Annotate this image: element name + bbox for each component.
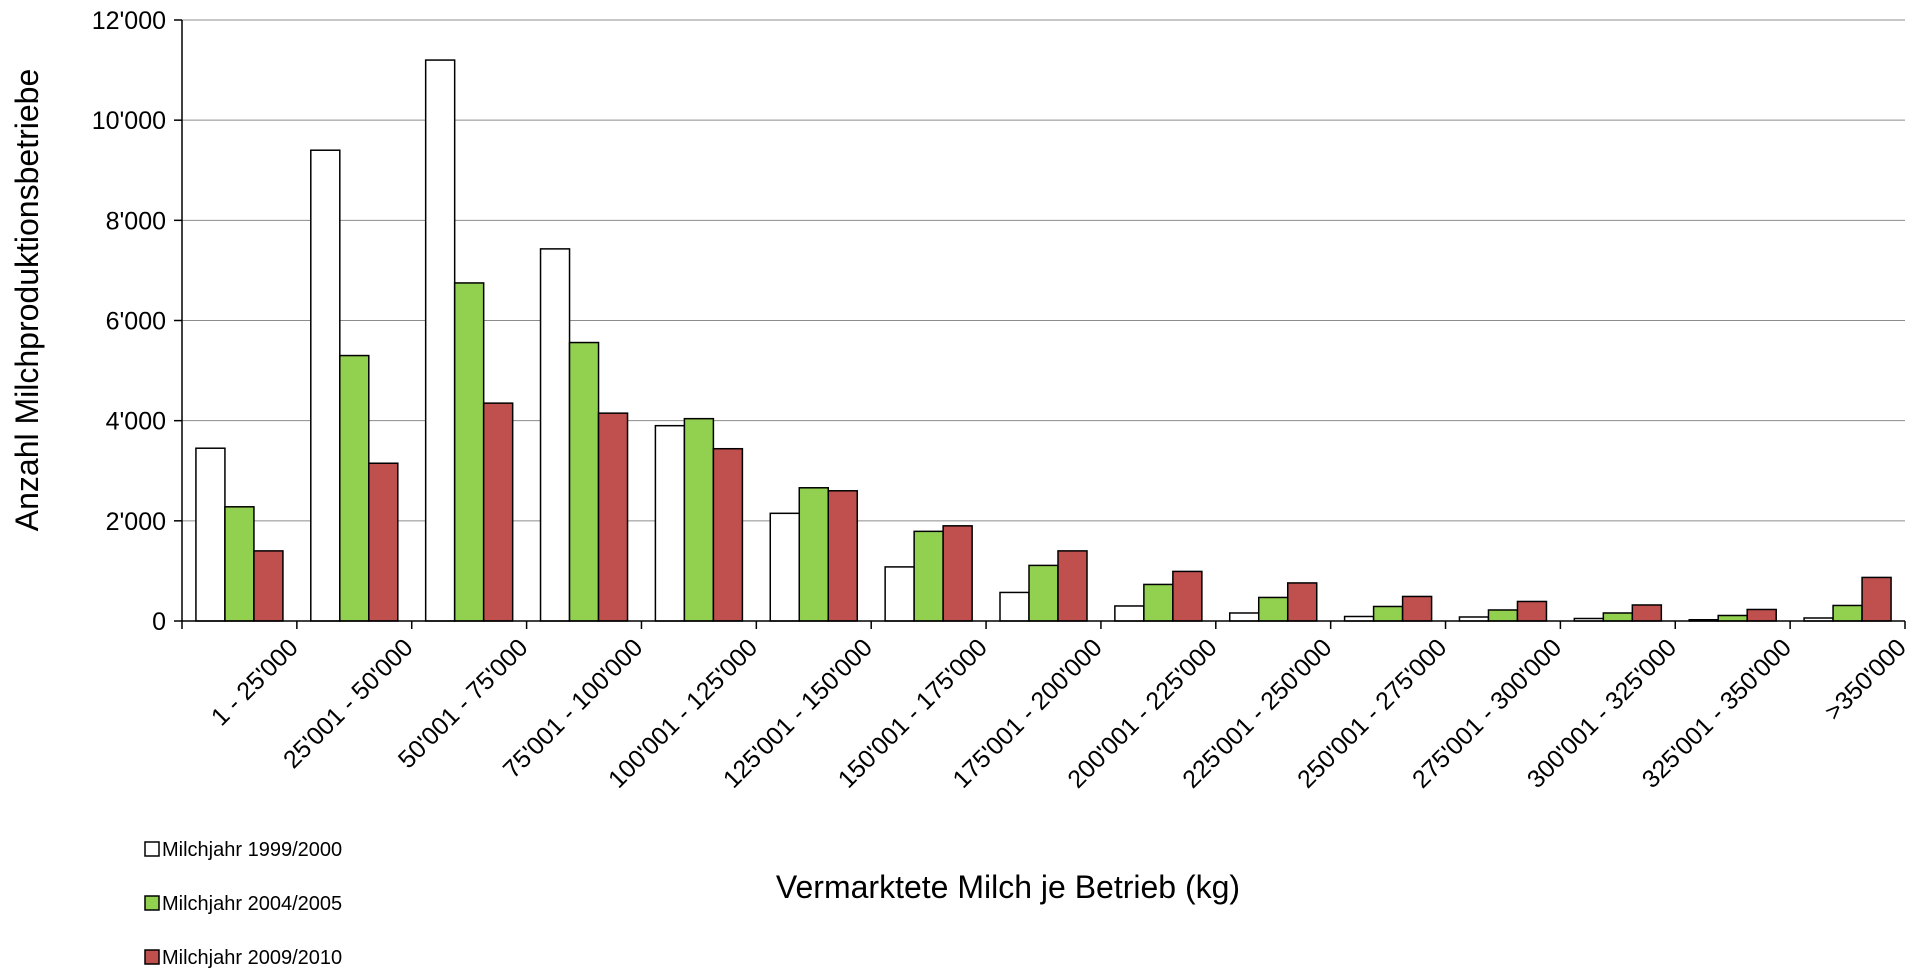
bar-series-2	[568, 341, 600, 622]
bar-series-2	[224, 506, 255, 622]
bar-series-2	[913, 530, 944, 622]
bar-series-3	[827, 490, 859, 622]
bar-series-2	[683, 417, 715, 622]
bar-series-3	[942, 525, 973, 622]
legend: Milchjahr 1999/2000 Milchjahr 2004/2005 Mi…	[144, 839, 342, 969]
bar-series-1	[884, 566, 915, 622]
y-tick-label: 8'000	[106, 207, 166, 235]
bar-series-3	[597, 412, 629, 622]
bar-series-1	[1228, 612, 1260, 622]
y-axis-title: Anzahl Milchproduktionsbetriebe	[9, 69, 45, 531]
bar-series-1	[769, 512, 801, 622]
legend-swatch-3	[144, 949, 160, 965]
y-tick-label: 0	[152, 608, 166, 636]
bar-series-2	[1143, 583, 1174, 622]
bar-series-2	[1602, 612, 1634, 622]
bar-series-3	[482, 402, 514, 622]
y-tick-label: 4'000	[106, 408, 166, 436]
bar-series-1	[424, 59, 456, 622]
y-tick-label: 2'000	[106, 508, 166, 536]
bar-series-2	[1372, 605, 1404, 622]
bar-series-2	[1832, 604, 1863, 622]
legend-swatch-1	[144, 841, 160, 857]
y-tick-label: 10'000	[92, 107, 166, 135]
x-axis-title: Vermarktete Milch je Betrieb (kg)	[776, 869, 1240, 905]
bar-series-2	[1717, 614, 1748, 622]
bar-series-3	[1516, 600, 1548, 622]
bar-series-1	[195, 447, 226, 622]
legend-swatch-2	[144, 895, 160, 911]
bar-series-3	[712, 447, 744, 622]
bar-series-2	[1487, 609, 1519, 622]
y-tick-label: 6'000	[106, 308, 166, 336]
x-tick-label: >350'000	[1819, 633, 1908, 725]
bar-series-2	[453, 282, 485, 622]
legend-label-3: Milchjahr 2009/2010	[162, 947, 342, 969]
legend-label-2: Milchjahr 2004/2005	[162, 893, 342, 915]
bar-series-3	[1401, 595, 1433, 622]
bar-series-2	[1028, 564, 1059, 622]
bar-series-3	[1861, 576, 1892, 622]
bar-series-3	[253, 550, 284, 622]
bar-series-2	[798, 487, 830, 622]
bar-series-1	[654, 424, 686, 622]
bar-series-3	[1631, 604, 1663, 622]
legend-label-1: Milchjahr 1999/2000	[162, 839, 342, 861]
x-tick-label: 1 - 25'000	[206, 633, 304, 731]
bar-series-3	[1286, 582, 1318, 622]
y-tick-label: 12'000	[92, 7, 166, 35]
bar-series-1	[539, 248, 571, 622]
bar-series-1	[1114, 605, 1145, 622]
y-tick-labels: 0 2'000 4'000 6'000 8'000 10'000 12'000	[92, 7, 166, 636]
bar-series-3	[1746, 608, 1777, 622]
bar-series-3	[1172, 570, 1203, 622]
bars	[195, 59, 1892, 622]
bar-series-1	[999, 591, 1030, 622]
axes	[174, 19, 1906, 629]
bar-series-3	[368, 462, 399, 622]
bar-series-1	[310, 149, 341, 622]
bar-series-3	[1057, 550, 1088, 622]
bar-series-2	[1257, 596, 1289, 622]
bar-series-2	[339, 354, 370, 622]
